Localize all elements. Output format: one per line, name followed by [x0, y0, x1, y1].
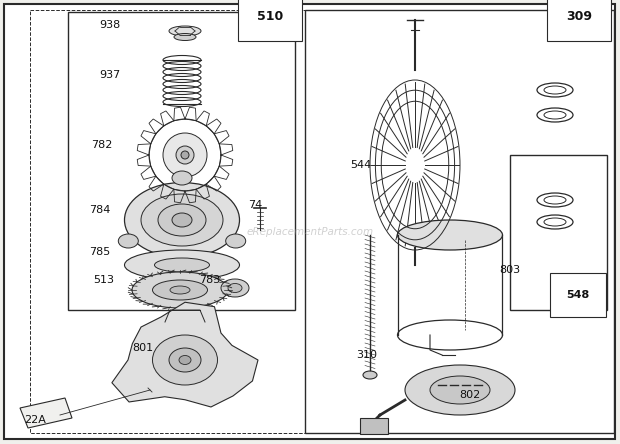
Text: 510: 510	[257, 9, 283, 23]
Ellipse shape	[141, 194, 223, 246]
Text: 309: 309	[566, 9, 592, 23]
Polygon shape	[112, 302, 258, 407]
Text: eReplacementParts.com: eReplacementParts.com	[246, 227, 374, 237]
Ellipse shape	[169, 348, 201, 372]
Text: 937: 937	[99, 70, 121, 80]
Text: 310: 310	[356, 350, 378, 360]
Text: 803: 803	[500, 265, 521, 275]
FancyBboxPatch shape	[68, 12, 295, 310]
Ellipse shape	[118, 234, 138, 248]
FancyBboxPatch shape	[4, 4, 615, 439]
Ellipse shape	[221, 279, 249, 297]
FancyBboxPatch shape	[360, 418, 388, 434]
Text: 785: 785	[89, 247, 110, 257]
Polygon shape	[20, 398, 72, 428]
Text: 548: 548	[567, 290, 590, 300]
Ellipse shape	[170, 286, 190, 294]
Ellipse shape	[176, 146, 194, 164]
Text: 513: 513	[94, 275, 115, 285]
Ellipse shape	[153, 280, 208, 300]
Text: 801: 801	[133, 343, 154, 353]
Ellipse shape	[132, 272, 228, 308]
Text: 784: 784	[89, 205, 111, 215]
Ellipse shape	[181, 151, 189, 159]
Ellipse shape	[163, 133, 207, 177]
Ellipse shape	[174, 33, 196, 40]
Ellipse shape	[125, 250, 239, 280]
Text: 782: 782	[91, 140, 113, 150]
Ellipse shape	[158, 204, 206, 236]
Ellipse shape	[125, 182, 239, 258]
Ellipse shape	[363, 371, 377, 379]
Ellipse shape	[172, 171, 192, 185]
Text: 544: 544	[350, 160, 371, 170]
Ellipse shape	[153, 335, 218, 385]
Ellipse shape	[172, 213, 192, 227]
Ellipse shape	[228, 284, 242, 293]
Text: 802: 802	[459, 390, 481, 400]
Text: 22A: 22A	[24, 415, 46, 425]
Text: 74: 74	[248, 200, 262, 210]
Ellipse shape	[405, 365, 515, 415]
Text: 783: 783	[200, 275, 221, 285]
Ellipse shape	[154, 258, 210, 272]
Ellipse shape	[397, 220, 502, 250]
Ellipse shape	[430, 376, 490, 404]
Text: 938: 938	[99, 20, 121, 30]
FancyBboxPatch shape	[510, 155, 607, 310]
Ellipse shape	[169, 26, 201, 36]
Ellipse shape	[179, 356, 191, 365]
FancyBboxPatch shape	[305, 10, 614, 433]
Ellipse shape	[226, 234, 246, 248]
